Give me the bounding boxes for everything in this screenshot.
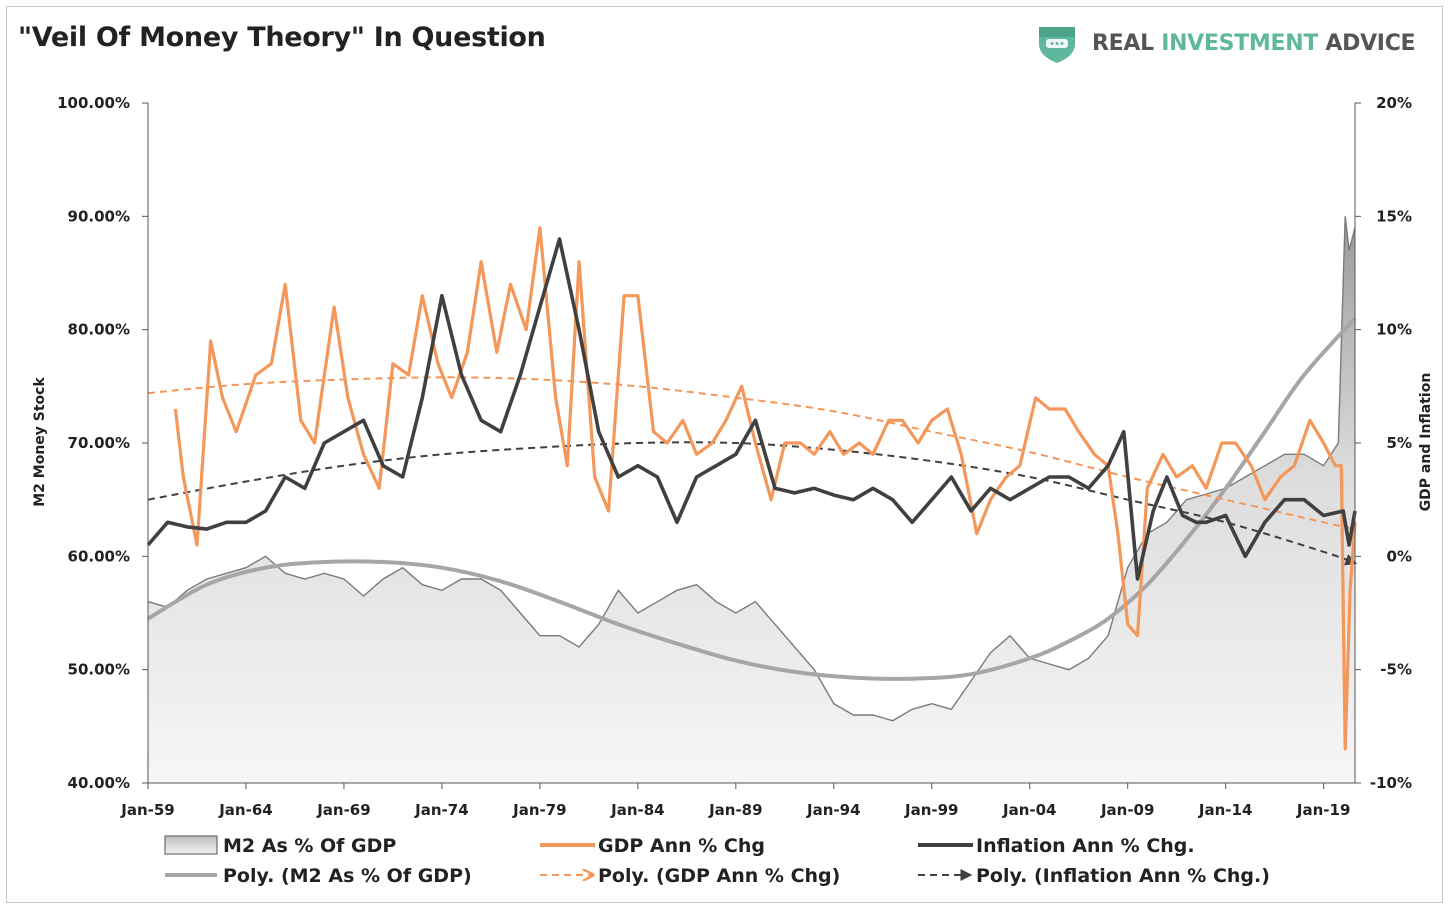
series-poly-inflation-line — [147, 441, 1358, 566]
shield-logo-icon — [1039, 27, 1075, 63]
brand-word-2: INVESTMENT — [1161, 30, 1326, 56]
legend-swatch-area — [164, 835, 218, 855]
left-axis-tick-label: 50.00% — [68, 661, 130, 679]
left-axis-tick-label: 80.00% — [68, 321, 130, 339]
legend-label: Poly. (M2 As % Of GDP) — [223, 865, 472, 887]
x-axis-tick-label: Jan-69 — [316, 801, 370, 819]
right-axis-tick-label: 20% — [1376, 94, 1412, 112]
right-axis-tick-label: 0% — [1387, 547, 1412, 565]
legend-m2: M2 As % Of GDP — [164, 835, 396, 857]
legend-inflation: Inflation Ann % Chg. — [918, 835, 1195, 857]
series-gdp-line — [173, 226, 1357, 751]
legend-label: Inflation Ann % Chg. — [976, 835, 1195, 857]
right-axis-tick-label: 5% — [1387, 434, 1412, 452]
brand-logo: REAL INVESTMENT ADVICE — [1036, 22, 1416, 64]
right-axis-tick-label: -10% — [1370, 774, 1412, 792]
x-axis-tick-label: Jan-04 — [1002, 801, 1056, 819]
x-axis-tick-label: Jan-09 — [1100, 801, 1154, 819]
legend-label: M2 As % Of GDP — [223, 835, 396, 857]
left-axis-tick-label: 100.00% — [57, 94, 130, 112]
legend-poly-gdp: Poly. (GDP Ann % Chg) — [540, 865, 840, 887]
brand-word-3: ADVICE — [1325, 30, 1416, 56]
series-m2-line — [147, 216, 1356, 722]
x-axis-tick-label: Jan-74 — [414, 801, 468, 819]
left-axis-tick-label: 70.00% — [68, 434, 130, 452]
x-axis-tick-label: Jan-84 — [610, 801, 664, 819]
chart-title: "Veil Of Money Theory" In Question — [18, 22, 546, 53]
left-axis-tick-label: 90.00% — [68, 207, 130, 225]
series-inflation-line — [146, 237, 1357, 581]
brand-word-1: REAL — [1092, 30, 1162, 56]
x-axis-tick-label: Jan-59 — [120, 801, 174, 819]
legend-poly-inflation: Poly. (Inflation Ann % Chg.) — [918, 865, 1270, 887]
series-m2-area-fill — [148, 216, 1355, 784]
x-axis-tick-label: Jan-19 — [1296, 801, 1350, 819]
left-axis-tick-label: 40.00% — [68, 774, 130, 792]
right-axis-tick-label: 15% — [1376, 207, 1412, 225]
x-axis-tick-label: Jan-89 — [708, 801, 762, 819]
legend-label: GDP Ann % Chg — [598, 835, 765, 857]
x-axis-tick-label: Jan-94 — [806, 801, 860, 819]
x-axis-tick-label: Jan-14 — [1198, 801, 1252, 819]
x-axis-tick-label: Jan-64 — [218, 801, 272, 819]
series-poly-gdp-line — [147, 376, 1356, 531]
x-axis-tick-label: Jan-79 — [512, 801, 566, 819]
x-axis-tick-label: Jan-99 — [904, 801, 958, 819]
brand-name: REAL INVESTMENT ADVICE — [1092, 30, 1416, 56]
legend-label: Poly. (GDP Ann % Chg) — [598, 865, 840, 887]
left-axis-tick-label: 60.00% — [68, 547, 130, 565]
legend-poly-m2: Poly. (M2 As % Of GDP) — [165, 865, 472, 887]
legend-label: Poly. (Inflation Ann % Chg.) — [976, 865, 1270, 887]
legend-gdp: GDP Ann % Chg — [540, 835, 765, 857]
right-axis-title: GDP and Inflation — [1418, 373, 1434, 512]
right-axis-tick-label: -5% — [1380, 661, 1412, 679]
series-poly-m2-line — [146, 316, 1357, 681]
right-axis-tick-label: 10% — [1376, 321, 1412, 339]
left-axis-title: M2 Money Stock — [32, 377, 48, 507]
